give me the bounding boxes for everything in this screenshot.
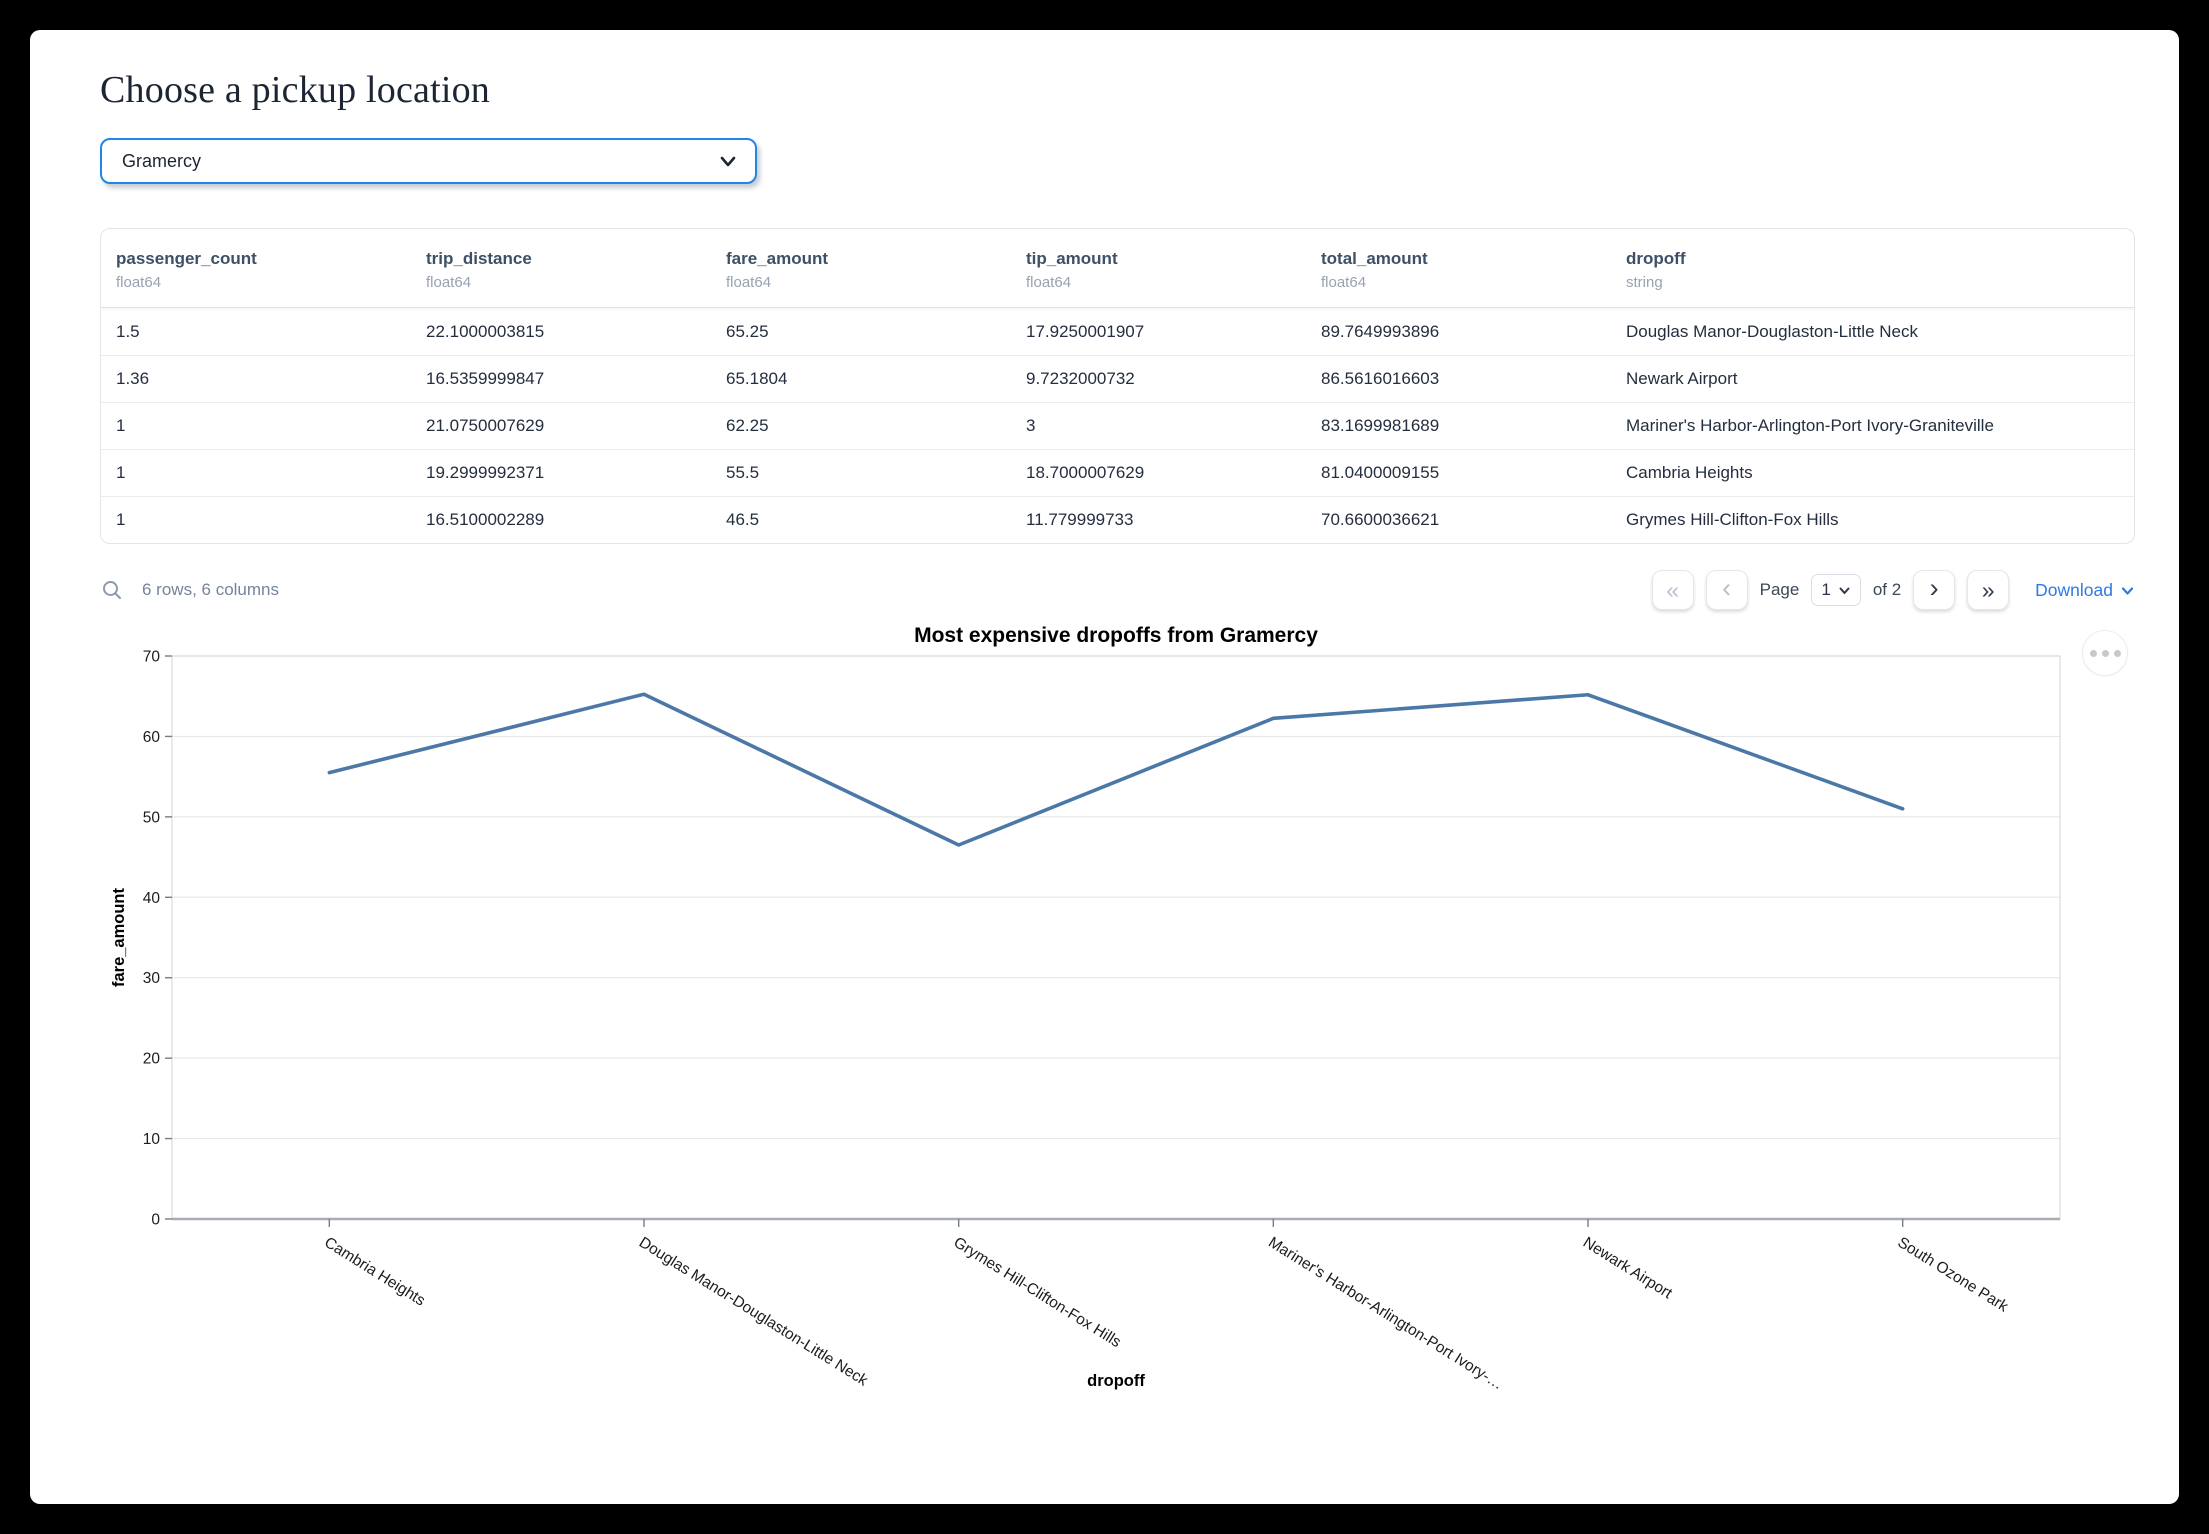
table-cell: 62.25 xyxy=(726,416,769,435)
data-table: passenger_count float64 trip_distance fl… xyxy=(100,228,2135,544)
table-cell: 1 xyxy=(116,416,126,435)
table-row[interactable]: 1.36 16.5359999847 65.1804 9.7232000732 86.5… xyxy=(101,355,2134,402)
table-row[interactable]: 1.5 22.1000003815 65.25 17.9250001907 89.764… xyxy=(101,308,2134,355)
column-type: float64 xyxy=(1321,274,1367,291)
chart-title: Most expensive dropoffs from Gramercy xyxy=(914,624,1318,647)
chart-line xyxy=(327,692,1905,847)
column-type: float64 xyxy=(426,274,472,291)
column-type: string xyxy=(1626,274,1663,291)
search-icon[interactable] xyxy=(100,578,124,602)
column-header-dropoff[interactable]: dropoff string xyxy=(1626,249,2134,291)
table-cell: 18.7000007629 xyxy=(1026,463,1145,482)
x-axis-title: dropoff xyxy=(1087,1372,1145,1390)
column-name: fare_amount xyxy=(726,249,829,268)
table-cell: Newark Airport xyxy=(1626,369,1738,388)
download-label: Download xyxy=(2035,579,2113,600)
table-cell: 11.779999733 xyxy=(1026,510,1134,529)
table-row[interactable]: 1 21.0750007629 62.25 3 83.1699981689 Mariner… xyxy=(101,402,2134,449)
column-header-tip-amount[interactable]: tip_amount float64 xyxy=(1026,249,1321,291)
table-cell: 1 xyxy=(116,463,126,482)
table-cell: 46.5 xyxy=(726,510,760,529)
column-type: float64 xyxy=(1026,274,1072,291)
y-axis-title: fare_amount xyxy=(110,887,128,987)
table-cell: 65.25 xyxy=(726,321,769,341)
y-tick-label: 70 xyxy=(143,649,161,666)
pickup-location-value: Gramercy xyxy=(122,150,202,171)
y-tick-label: 10 xyxy=(143,1131,161,1148)
y-tick-label: 20 xyxy=(143,1051,161,1068)
table-cell: 22.1000003815 xyxy=(426,321,545,341)
column-type: float64 xyxy=(726,274,772,291)
x-tick-label: Newark Airport xyxy=(1580,1234,1676,1303)
app-card: Choose a pickup location Gramercy passen… xyxy=(30,30,2179,1504)
fare-chart: 0 10 20 30 40 50 60 70 Cambria Heights Douglas Ma… xyxy=(110,624,2061,1393)
table-footer: 6 rows, 6 columns « ‹ Page 1 of 2 › » Do… xyxy=(100,570,2135,610)
table-cell: 1.5 xyxy=(116,321,140,341)
y-tick-label: 60 xyxy=(143,729,161,746)
x-tick-label: South Ozone Park xyxy=(1895,1234,2012,1316)
table-cell: 83.1699981689 xyxy=(1321,416,1440,435)
y-tick-label: 50 xyxy=(143,809,161,826)
table-cell: Douglas Manor-Douglaston-Little Neck xyxy=(1626,321,1918,341)
table-cell: Mariner's Harbor-Arlington-Port Ivory-Gr… xyxy=(1626,416,1994,435)
table-cell: 81.0400009155 xyxy=(1321,463,1440,482)
next-page-button[interactable]: › xyxy=(1913,570,1956,610)
table-cell: 17.9250001907 xyxy=(1026,321,1145,341)
table-cell: 65.1804 xyxy=(726,369,788,388)
column-header-total-amount[interactable]: total_amount float64 xyxy=(1321,249,1626,291)
prev-page-button[interactable]: ‹ xyxy=(1705,570,1748,610)
column-name: trip_distance xyxy=(426,249,532,268)
table-row[interactable]: 1 16.5100002289 46.5 11.779999733 70.6600036… xyxy=(101,496,2134,543)
column-header-trip-distance[interactable]: trip_distance float64 xyxy=(426,249,726,291)
column-name: tip_amount xyxy=(1026,249,1118,268)
column-name: total_amount xyxy=(1321,249,1428,268)
ellipsis-icon xyxy=(2089,649,2097,657)
table-cell: 21.0750007629 xyxy=(426,416,545,435)
y-tick-label: 40 xyxy=(143,890,161,907)
chevron-down-icon xyxy=(720,156,736,167)
y-tick-label: 30 xyxy=(143,970,161,987)
table-header: passenger_count float64 trip_distance fl… xyxy=(101,229,2134,308)
page-label: Page xyxy=(1759,580,1800,599)
table-cell: 16.5359999847 xyxy=(426,369,545,388)
column-header-passenger-count[interactable]: passenger_count float64 xyxy=(116,249,426,291)
column-header-fare-amount[interactable]: fare_amount float64 xyxy=(726,249,1026,291)
table-cell: 3 xyxy=(1026,416,1036,435)
pickup-location-select[interactable]: Gramercy xyxy=(100,138,757,184)
table-cell: Grymes Hill-Clifton-Fox Hills xyxy=(1626,510,1839,529)
table-cell: 70.6600036621 xyxy=(1321,510,1440,529)
first-page-button[interactable]: « xyxy=(1651,570,1694,610)
chevron-down-icon xyxy=(2121,586,2134,595)
x-tick-label: Douglas Manor-Douglaston-Little Neck xyxy=(636,1234,871,1390)
table-cell: 89.7649993896 xyxy=(1321,321,1440,341)
table-cell: 86.5616016603 xyxy=(1321,369,1440,388)
table-cell: 55.5 xyxy=(726,463,760,482)
chart-menu-button[interactable] xyxy=(2082,630,2128,676)
table-body: 1.5 22.1000003815 65.25 17.9250001907 89.764… xyxy=(101,308,2134,543)
download-button[interactable]: Download xyxy=(2035,580,2135,601)
current-page: 1 xyxy=(1821,580,1831,599)
table-cell: 16.5100002289 xyxy=(426,510,545,529)
table-row[interactable]: 1 19.2999992371 55.5 18.7000007629 81.040000… xyxy=(101,449,2134,496)
last-page-button[interactable]: » xyxy=(1967,570,2010,610)
x-tick-label: Mariner's Harbor-Arlington-Port Ivory-… xyxy=(1265,1234,1506,1393)
column-type: float64 xyxy=(116,274,162,291)
y-tick-label: 0 xyxy=(151,1212,160,1229)
table-cell: 19.2999992371 xyxy=(426,463,545,482)
page-select[interactable]: 1 xyxy=(1811,574,1861,606)
table-summary: 6 rows, 6 columns xyxy=(142,580,279,599)
table-cell: 1 xyxy=(116,510,126,529)
column-name: dropoff xyxy=(1626,249,1686,268)
page-of-label: of 2 xyxy=(1872,580,1902,599)
x-tick-label: Grymes Hill-Clifton-Fox Hills xyxy=(951,1234,1125,1351)
x-tick-label: Cambria Heights xyxy=(321,1234,428,1310)
column-name: passenger_count xyxy=(116,249,257,268)
table-cell: 1.36 xyxy=(116,369,150,388)
table-cell: 9.7232000732 xyxy=(1026,369,1135,388)
table-cell: Cambria Heights xyxy=(1626,463,1753,482)
page-title: Choose a pickup location xyxy=(100,69,490,111)
chevron-down-icon xyxy=(1839,587,1850,594)
